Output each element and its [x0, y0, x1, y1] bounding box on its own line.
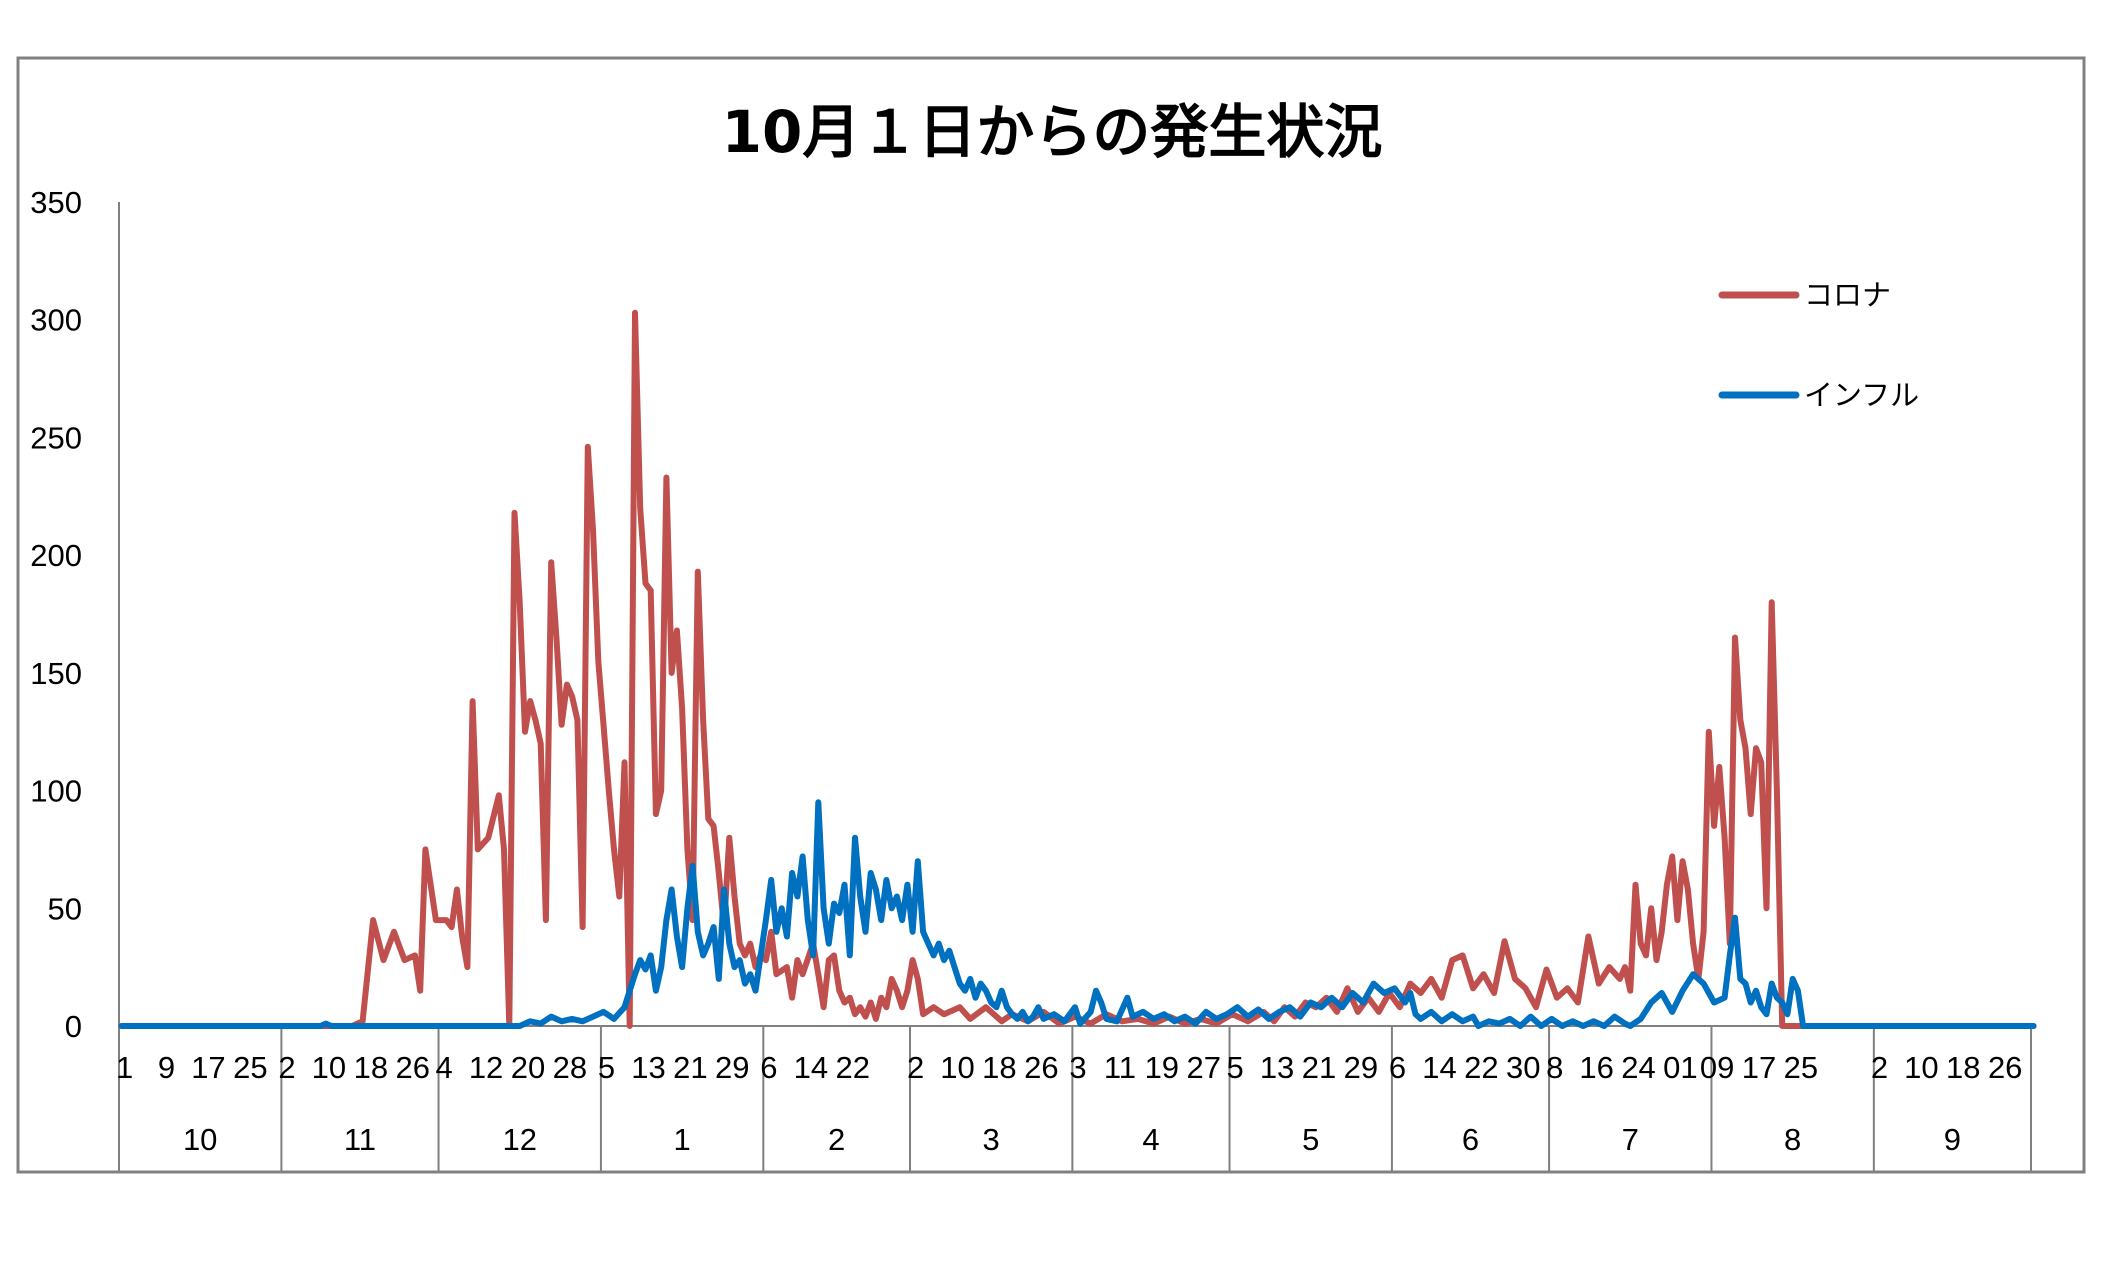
- x-day-label: 4: [436, 1050, 453, 1085]
- x-day-label: 9: [158, 1050, 175, 1085]
- x-day-label: 5: [598, 1050, 615, 1085]
- x-day-label: 26: [1988, 1050, 2022, 1085]
- x-month-label: 2: [828, 1122, 845, 1157]
- x-day-label: 17: [1742, 1050, 1776, 1085]
- x-day-label: 14: [1422, 1050, 1456, 1085]
- x-day-label: 6: [760, 1050, 777, 1085]
- x-day-label: 21: [673, 1050, 707, 1085]
- x-month-label: 9: [1944, 1122, 1961, 1157]
- x-day-label: 2: [1871, 1050, 1888, 1085]
- x-day-label: 09: [1700, 1050, 1734, 1085]
- x-day-label: 24: [1621, 1050, 1655, 1085]
- x-day-label: 12: [469, 1050, 503, 1085]
- x-day-label: 26: [395, 1050, 429, 1085]
- chart-frame: [16, 56, 2086, 1174]
- x-month-label: 3: [983, 1122, 1000, 1157]
- x-day-label: 27: [1186, 1050, 1220, 1085]
- y-tick-label: 350: [30, 185, 82, 220]
- x-day-label: 1: [116, 1050, 133, 1085]
- legend-label: コロナ: [1804, 278, 1891, 312]
- x-day-label: 26: [1024, 1050, 1058, 1085]
- x-day-label: 8: [1546, 1050, 1563, 1085]
- x-month-label: 6: [1462, 1122, 1479, 1157]
- x-day-label: 01: [1663, 1050, 1697, 1085]
- chart-title: 10月１日からの発生状況: [722, 98, 1383, 166]
- x-day-label: 29: [715, 1050, 749, 1085]
- y-tick-label: 150: [30, 656, 82, 691]
- x-day-label: 28: [553, 1050, 587, 1085]
- x-day-label: 29: [1344, 1050, 1378, 1085]
- x-day-label: 11: [1104, 1050, 1136, 1085]
- x-day-label: 13: [631, 1050, 665, 1085]
- x-day-label: 10: [312, 1050, 346, 1085]
- y-tick-label: 300: [30, 303, 82, 338]
- x-day-label: 18: [354, 1050, 388, 1085]
- x-day-label: 2: [278, 1050, 295, 1085]
- x-month-label: 11: [344, 1122, 376, 1157]
- series-line-corona: [118, 309, 2037, 1029]
- x-day-label: 22: [1464, 1050, 1498, 1085]
- x-day-label: 6: [1389, 1050, 1406, 1085]
- x-day-label: 19: [1145, 1050, 1179, 1085]
- y-tick-label: 250: [30, 420, 82, 455]
- x-day-label: 18: [1946, 1050, 1980, 1085]
- x-day-label: 13: [1260, 1050, 1294, 1085]
- x-month-label: 7: [1622, 1122, 1639, 1157]
- x-day-label: 20: [511, 1050, 545, 1085]
- x-day-label: 16: [1579, 1050, 1613, 1085]
- y-tick-label: 200: [30, 538, 82, 573]
- x-month-label: 5: [1302, 1122, 1319, 1157]
- x-day-label: 10: [1904, 1050, 1938, 1085]
- x-month-label: 12: [502, 1122, 536, 1157]
- x-day-label: 22: [836, 1050, 870, 1085]
- x-month-label: 4: [1142, 1122, 1159, 1157]
- x-month-label: 8: [1784, 1122, 1801, 1157]
- y-tick-label: 0: [65, 1009, 82, 1044]
- x-day-label: 10: [940, 1050, 974, 1085]
- x-day-label: 3: [1069, 1050, 1086, 1085]
- x-day-label: 21: [1302, 1050, 1336, 1085]
- x-day-label: 2: [907, 1050, 924, 1085]
- x-day-label: 17: [191, 1050, 225, 1085]
- x-month-label: 10: [183, 1122, 217, 1157]
- x-day-label: 25: [233, 1050, 267, 1085]
- x-day-label: 30: [1506, 1050, 1540, 1085]
- series-line-influenza: [118, 799, 2037, 1029]
- x-day-label: 18: [982, 1050, 1016, 1085]
- x-day-label: 14: [794, 1050, 828, 1085]
- x-day-label: 25: [1784, 1050, 1818, 1085]
- y-tick-label: 100: [30, 774, 82, 809]
- y-tick-label: 50: [48, 891, 82, 926]
- legend-label: インフル: [1804, 378, 1919, 412]
- x-month-label: 1: [673, 1122, 690, 1157]
- x-day-label: 5: [1227, 1050, 1244, 1085]
